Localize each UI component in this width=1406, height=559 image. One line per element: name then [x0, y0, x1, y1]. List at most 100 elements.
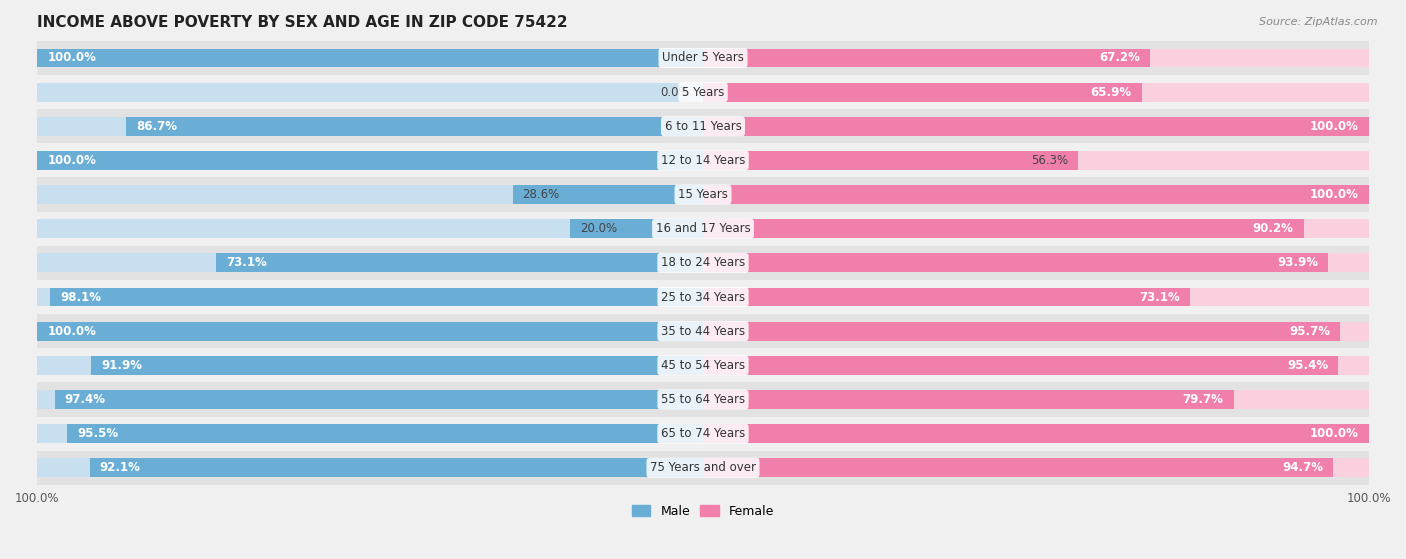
Text: 95.5%: 95.5% — [77, 427, 118, 440]
Text: 25 to 34 Years: 25 to 34 Years — [661, 291, 745, 304]
Bar — [37, 246, 1369, 280]
Text: 90.2%: 90.2% — [1253, 222, 1294, 235]
Text: 86.7%: 86.7% — [136, 120, 177, 133]
Bar — [37, 143, 1369, 178]
Bar — [90, 458, 703, 477]
Bar — [217, 253, 703, 272]
Bar — [37, 416, 1369, 451]
Text: 100.0%: 100.0% — [48, 325, 96, 338]
Bar — [37, 458, 703, 477]
Bar — [37, 314, 1369, 348]
Bar — [125, 117, 703, 136]
Bar — [703, 185, 1369, 204]
Text: 20.0%: 20.0% — [579, 222, 617, 235]
Bar — [703, 390, 1369, 409]
Bar — [703, 458, 1333, 477]
Bar — [703, 288, 1369, 306]
Text: Under 5 Years: Under 5 Years — [662, 51, 744, 64]
Bar — [703, 424, 1369, 443]
Bar — [703, 424, 1369, 443]
Bar — [37, 390, 703, 409]
Bar — [703, 117, 1369, 136]
Bar — [703, 322, 1340, 340]
Bar — [703, 151, 1369, 170]
Bar — [703, 356, 1339, 375]
Bar — [37, 75, 1369, 109]
Text: 18 to 24 Years: 18 to 24 Years — [661, 257, 745, 269]
Text: 75 Years and over: 75 Years and over — [650, 461, 756, 474]
Text: 97.4%: 97.4% — [65, 393, 105, 406]
Text: 79.7%: 79.7% — [1182, 393, 1223, 406]
Bar — [37, 322, 703, 340]
Bar — [55, 390, 703, 409]
Text: 73.1%: 73.1% — [1139, 291, 1180, 304]
Text: 94.7%: 94.7% — [1282, 461, 1323, 474]
Bar — [703, 117, 1369, 136]
Bar — [513, 185, 703, 204]
Bar — [703, 322, 1369, 340]
Bar — [37, 219, 703, 238]
Text: 6 to 11 Years: 6 to 11 Years — [665, 120, 741, 133]
Text: 100.0%: 100.0% — [1310, 188, 1358, 201]
Legend: Male, Female: Male, Female — [627, 500, 779, 523]
Text: 65 to 74 Years: 65 to 74 Years — [661, 427, 745, 440]
Bar — [703, 83, 1369, 102]
Text: 73.1%: 73.1% — [226, 257, 267, 269]
Text: 16 and 17 Years: 16 and 17 Years — [655, 222, 751, 235]
Text: 100.0%: 100.0% — [1310, 120, 1358, 133]
Text: 0.0%: 0.0% — [659, 86, 690, 98]
Bar — [37, 151, 703, 170]
Text: 100.0%: 100.0% — [48, 51, 96, 64]
Bar — [703, 83, 1142, 102]
Text: 45 to 54 Years: 45 to 54 Years — [661, 359, 745, 372]
Text: 65.9%: 65.9% — [1091, 86, 1132, 98]
Text: 12 to 14 Years: 12 to 14 Years — [661, 154, 745, 167]
Bar — [37, 178, 1369, 212]
Bar — [37, 151, 703, 170]
Bar — [703, 49, 1150, 67]
Bar — [37, 83, 703, 102]
Text: 15 Years: 15 Years — [678, 188, 728, 201]
Bar — [703, 390, 1233, 409]
Bar — [37, 280, 1369, 314]
Bar — [49, 288, 703, 306]
Bar — [37, 424, 703, 443]
Bar — [37, 49, 703, 67]
Bar — [37, 49, 703, 67]
Bar — [37, 212, 1369, 246]
Bar — [37, 322, 703, 340]
Bar — [703, 288, 1189, 306]
Text: Source: ZipAtlas.com: Source: ZipAtlas.com — [1260, 17, 1378, 27]
Text: INCOME ABOVE POVERTY BY SEX AND AGE IN ZIP CODE 75422: INCOME ABOVE POVERTY BY SEX AND AGE IN Z… — [37, 15, 568, 30]
Bar — [37, 109, 1369, 143]
Text: 95.4%: 95.4% — [1286, 359, 1329, 372]
Text: 91.9%: 91.9% — [101, 359, 142, 372]
Text: 5 Years: 5 Years — [682, 86, 724, 98]
Bar — [703, 219, 1303, 238]
Text: 98.1%: 98.1% — [60, 291, 101, 304]
Bar — [703, 356, 1369, 375]
Bar — [91, 356, 703, 375]
Text: 55 to 64 Years: 55 to 64 Years — [661, 393, 745, 406]
Text: 93.9%: 93.9% — [1277, 257, 1319, 269]
Text: 56.3%: 56.3% — [1031, 154, 1067, 167]
Bar — [37, 117, 703, 136]
Bar — [37, 253, 703, 272]
Bar — [703, 253, 1369, 272]
Bar — [703, 49, 1369, 67]
Text: 92.1%: 92.1% — [100, 461, 141, 474]
Bar — [37, 451, 1369, 485]
Text: 100.0%: 100.0% — [1310, 427, 1358, 440]
Text: 100.0%: 100.0% — [48, 154, 96, 167]
Text: 95.7%: 95.7% — [1289, 325, 1330, 338]
Bar — [37, 288, 703, 306]
Bar — [703, 458, 1369, 477]
Bar — [37, 382, 1369, 416]
Bar — [703, 151, 1078, 170]
Bar — [703, 185, 1369, 204]
Bar — [569, 219, 703, 238]
Bar — [67, 424, 703, 443]
Bar — [703, 219, 1369, 238]
Text: 35 to 44 Years: 35 to 44 Years — [661, 325, 745, 338]
Text: 28.6%: 28.6% — [523, 188, 560, 201]
